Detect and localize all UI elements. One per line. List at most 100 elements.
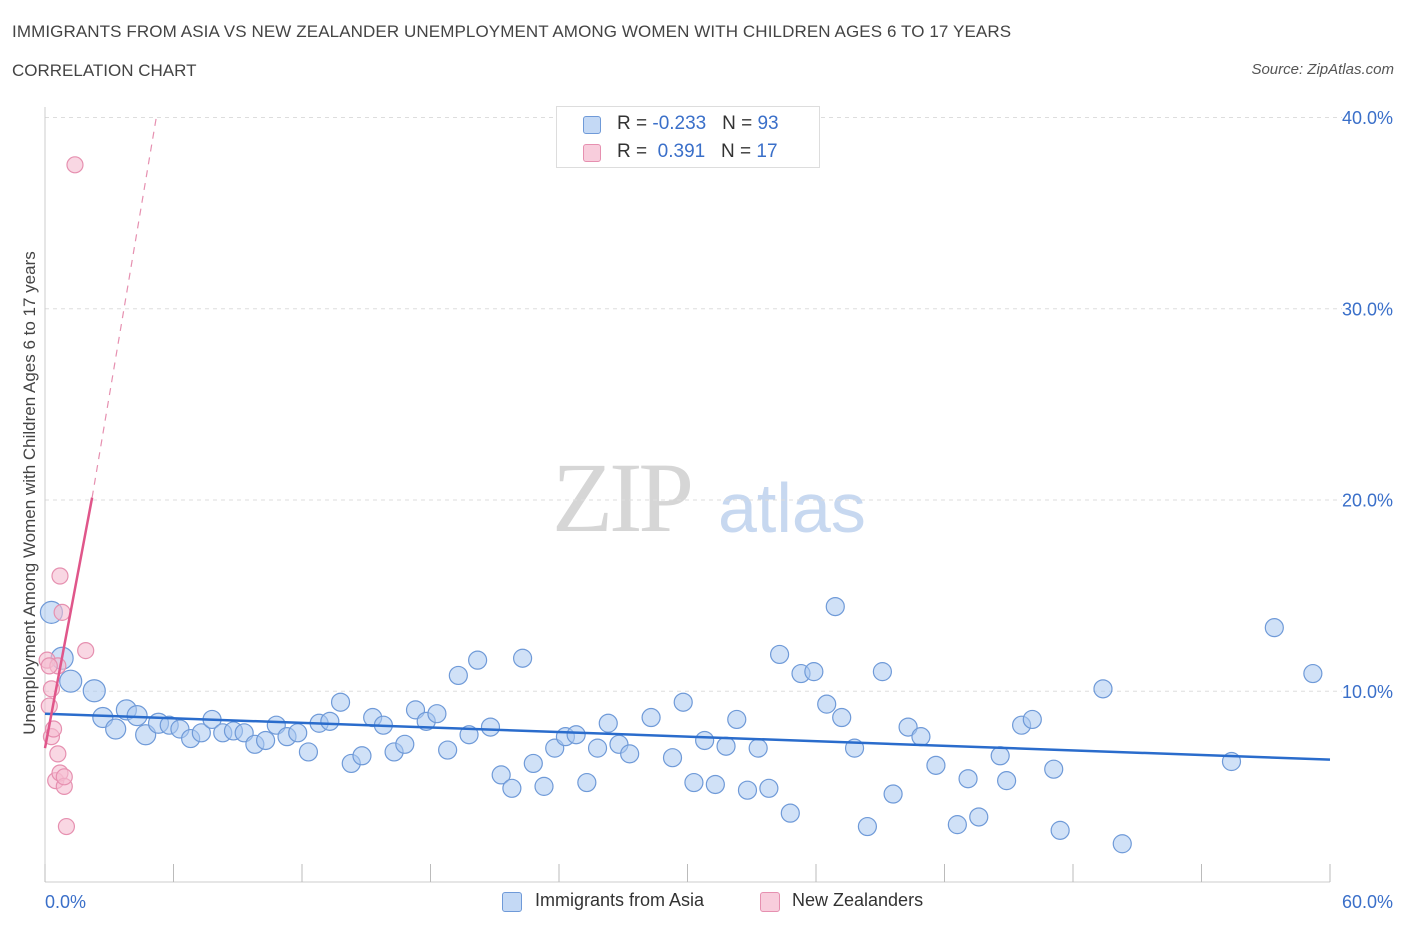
asia-data-point <box>780 803 800 823</box>
watermark-zip: ZIP <box>552 442 694 553</box>
asia-data-point <box>1303 663 1323 684</box>
legend-swatch-nz <box>583 144 601 162</box>
asia-data-point <box>673 692 693 712</box>
legend-n-value-asia: 93 <box>757 113 779 134</box>
asia-data-point <box>1093 679 1113 699</box>
y-tick-label: 30.0% <box>1342 299 1393 319</box>
legend-n-label: N = <box>721 141 757 162</box>
asia-data-point <box>468 650 488 670</box>
asia-data-point <box>817 694 837 714</box>
asia-data-point <box>448 665 468 686</box>
asia-data-point <box>288 723 308 743</box>
nz-data-point <box>40 657 58 675</box>
y-tick-label: 10.0% <box>1342 682 1393 702</box>
asia-data-point <box>395 734 415 754</box>
asia-data-point <box>641 707 661 728</box>
legend-r-label: R = <box>617 113 653 134</box>
bottom-legend-swatch-asia <box>502 892 522 912</box>
asia-data-point <box>832 707 852 728</box>
asia-data-point <box>82 679 106 703</box>
legend-r-value-asia: -0.233 <box>652 113 707 134</box>
watermark-atlas: atlas <box>718 469 866 547</box>
asia-data-point <box>598 713 618 733</box>
asia-data-point <box>534 776 554 796</box>
asia-data-point <box>969 807 989 827</box>
legend-n-label: N = <box>722 113 758 134</box>
y-tick-label: 40.0% <box>1342 108 1393 128</box>
nz-data-point <box>51 567 69 585</box>
asia-data-point <box>1264 618 1284 638</box>
x-tick-label-min: 0.0% <box>45 892 86 912</box>
asia-data-point <box>491 765 511 785</box>
asia-data-point <box>947 815 967 835</box>
asia-data-point <box>825 596 845 617</box>
x-tick-label-max: 60.0% <box>1342 892 1393 912</box>
asia-data-point <box>255 730 276 751</box>
asia-data-point <box>1050 820 1070 840</box>
bottom-legend-swatch-nz <box>760 892 780 912</box>
asia-data-point <box>620 744 640 764</box>
asia-data-point <box>926 755 946 775</box>
asia-data-point <box>427 704 447 724</box>
bottom-legend-label-nz: New Zealanders <box>792 890 924 910</box>
y-tick-label: 20.0% <box>1342 491 1393 511</box>
asia-data-point <box>883 784 903 804</box>
asia-data-point <box>512 648 533 668</box>
nz-data-point <box>49 745 67 763</box>
asia-data-point <box>191 723 211 743</box>
asia-data-point <box>716 736 736 756</box>
asia-data-point <box>748 738 768 758</box>
asia-data-point <box>872 662 892 682</box>
nz-data-point <box>55 768 73 786</box>
legend-n-value-nz: 17 <box>756 141 778 162</box>
asia-data-point <box>438 740 458 760</box>
asia-data-point <box>330 692 351 712</box>
asia-data-point <box>587 738 608 758</box>
asia-data-point <box>480 717 501 737</box>
y-axis-label: Unemployment Among Women with Children A… <box>20 251 39 735</box>
asia-data-point <box>523 753 543 774</box>
bottom-legend-label-asia: Immigrants from Asia <box>535 890 705 910</box>
asia-data-point <box>105 718 127 740</box>
asia-data-point <box>566 725 586 745</box>
legend-r-label: R = <box>617 141 653 162</box>
asia-data-point <box>759 778 779 798</box>
asia-data-point <box>958 769 978 789</box>
asia-data-point <box>1112 834 1132 854</box>
asia-data-point <box>997 771 1017 791</box>
asia-data-point <box>1044 759 1064 779</box>
asia-data-point <box>502 778 522 798</box>
asia-data-point <box>990 746 1010 766</box>
legend-swatch-asia <box>583 116 601 134</box>
nz-data-point <box>53 603 71 621</box>
asia-data-point <box>1022 709 1042 730</box>
asia-data-point <box>352 746 372 766</box>
nz-data-point <box>57 817 76 836</box>
nz-data-point <box>77 641 95 660</box>
asia-data-point <box>857 816 878 837</box>
asia-data-point <box>684 772 704 793</box>
nz-trend-line <box>43 497 94 749</box>
asia-trend-line <box>44 712 1331 761</box>
nz-trend-extension <box>91 116 157 498</box>
asia-data-point <box>320 711 340 731</box>
chart-subtitle: CORRELATION CHART <box>12 61 197 80</box>
asia-data-point <box>695 730 715 751</box>
legend-r-value-nz: 0.391 <box>652 141 706 162</box>
asia-data-point <box>577 772 597 793</box>
asia-data-point <box>727 709 747 730</box>
asia-data-point <box>59 669 83 693</box>
asia-data-point <box>705 774 725 795</box>
asia-data-point <box>737 780 758 800</box>
asia-data-point <box>662 748 683 768</box>
asia-data-point <box>911 727 931 747</box>
asia-data-point <box>298 742 319 762</box>
asia-data-point <box>769 644 790 665</box>
correlation-legend: R = -0.233 N = 93 R = 0.391 N = 17 <box>556 106 820 168</box>
source-label: Source: ZipAtlas.com <box>1251 61 1394 78</box>
nz-data-point <box>66 156 84 174</box>
chart-title: IMMIGRANTS FROM ASIA VS NEW ZEALANDER UN… <box>12 22 1012 41</box>
asia-data-point <box>804 662 824 682</box>
asia-data-point <box>898 717 918 737</box>
